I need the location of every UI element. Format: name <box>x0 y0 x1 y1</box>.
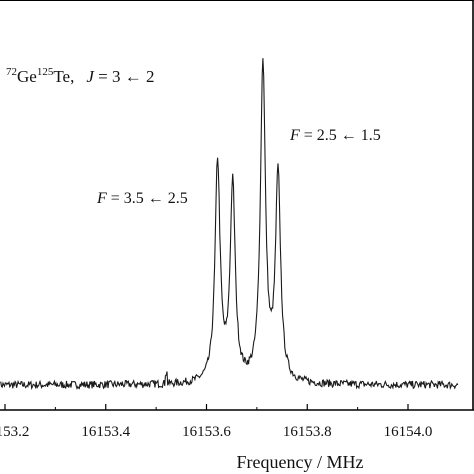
spectrum-line <box>0 58 459 391</box>
x-tick-label: 16153.8 <box>283 424 332 440</box>
j-quantum-label: J <box>86 67 95 86</box>
f-transition-lower: = 3.5 ← 2.5 <box>107 190 188 207</box>
ge-symbol: Ge <box>17 67 37 86</box>
f-transition-upper: = 2.5 ← 1.5 <box>300 127 381 144</box>
f-quantum-label: F <box>289 127 300 144</box>
te-symbol: Te, <box>53 67 74 86</box>
x-tick-label: 16153.2 <box>0 424 29 440</box>
ge-mass-number: 72 <box>6 66 17 78</box>
x-axis-label: Frequency / MHz <box>237 452 364 472</box>
molecule-annotation: 72Ge125Te, J = 3 ← 2 <box>6 66 154 86</box>
x-tick-label: 16154.0 <box>384 424 433 440</box>
te-mass-number: 125 <box>37 66 54 78</box>
lower-transition-annotation: F = 3.5 ← 2.5 <box>96 190 188 207</box>
upper-transition-annotation: F = 2.5 ← 1.5 <box>289 127 381 144</box>
x-tick-label: 16153.4 <box>81 424 130 440</box>
x-axis-tick-labels: 16153.2 16153.4 16153.6 16153.8 16154.0 <box>0 424 432 440</box>
x-tick-label: 16153.6 <box>182 424 231 440</box>
j-transition: = 3 ← 2 <box>94 67 155 86</box>
x-axis-ticks <box>4 404 409 410</box>
f-quantum-label-2: F <box>96 190 107 207</box>
